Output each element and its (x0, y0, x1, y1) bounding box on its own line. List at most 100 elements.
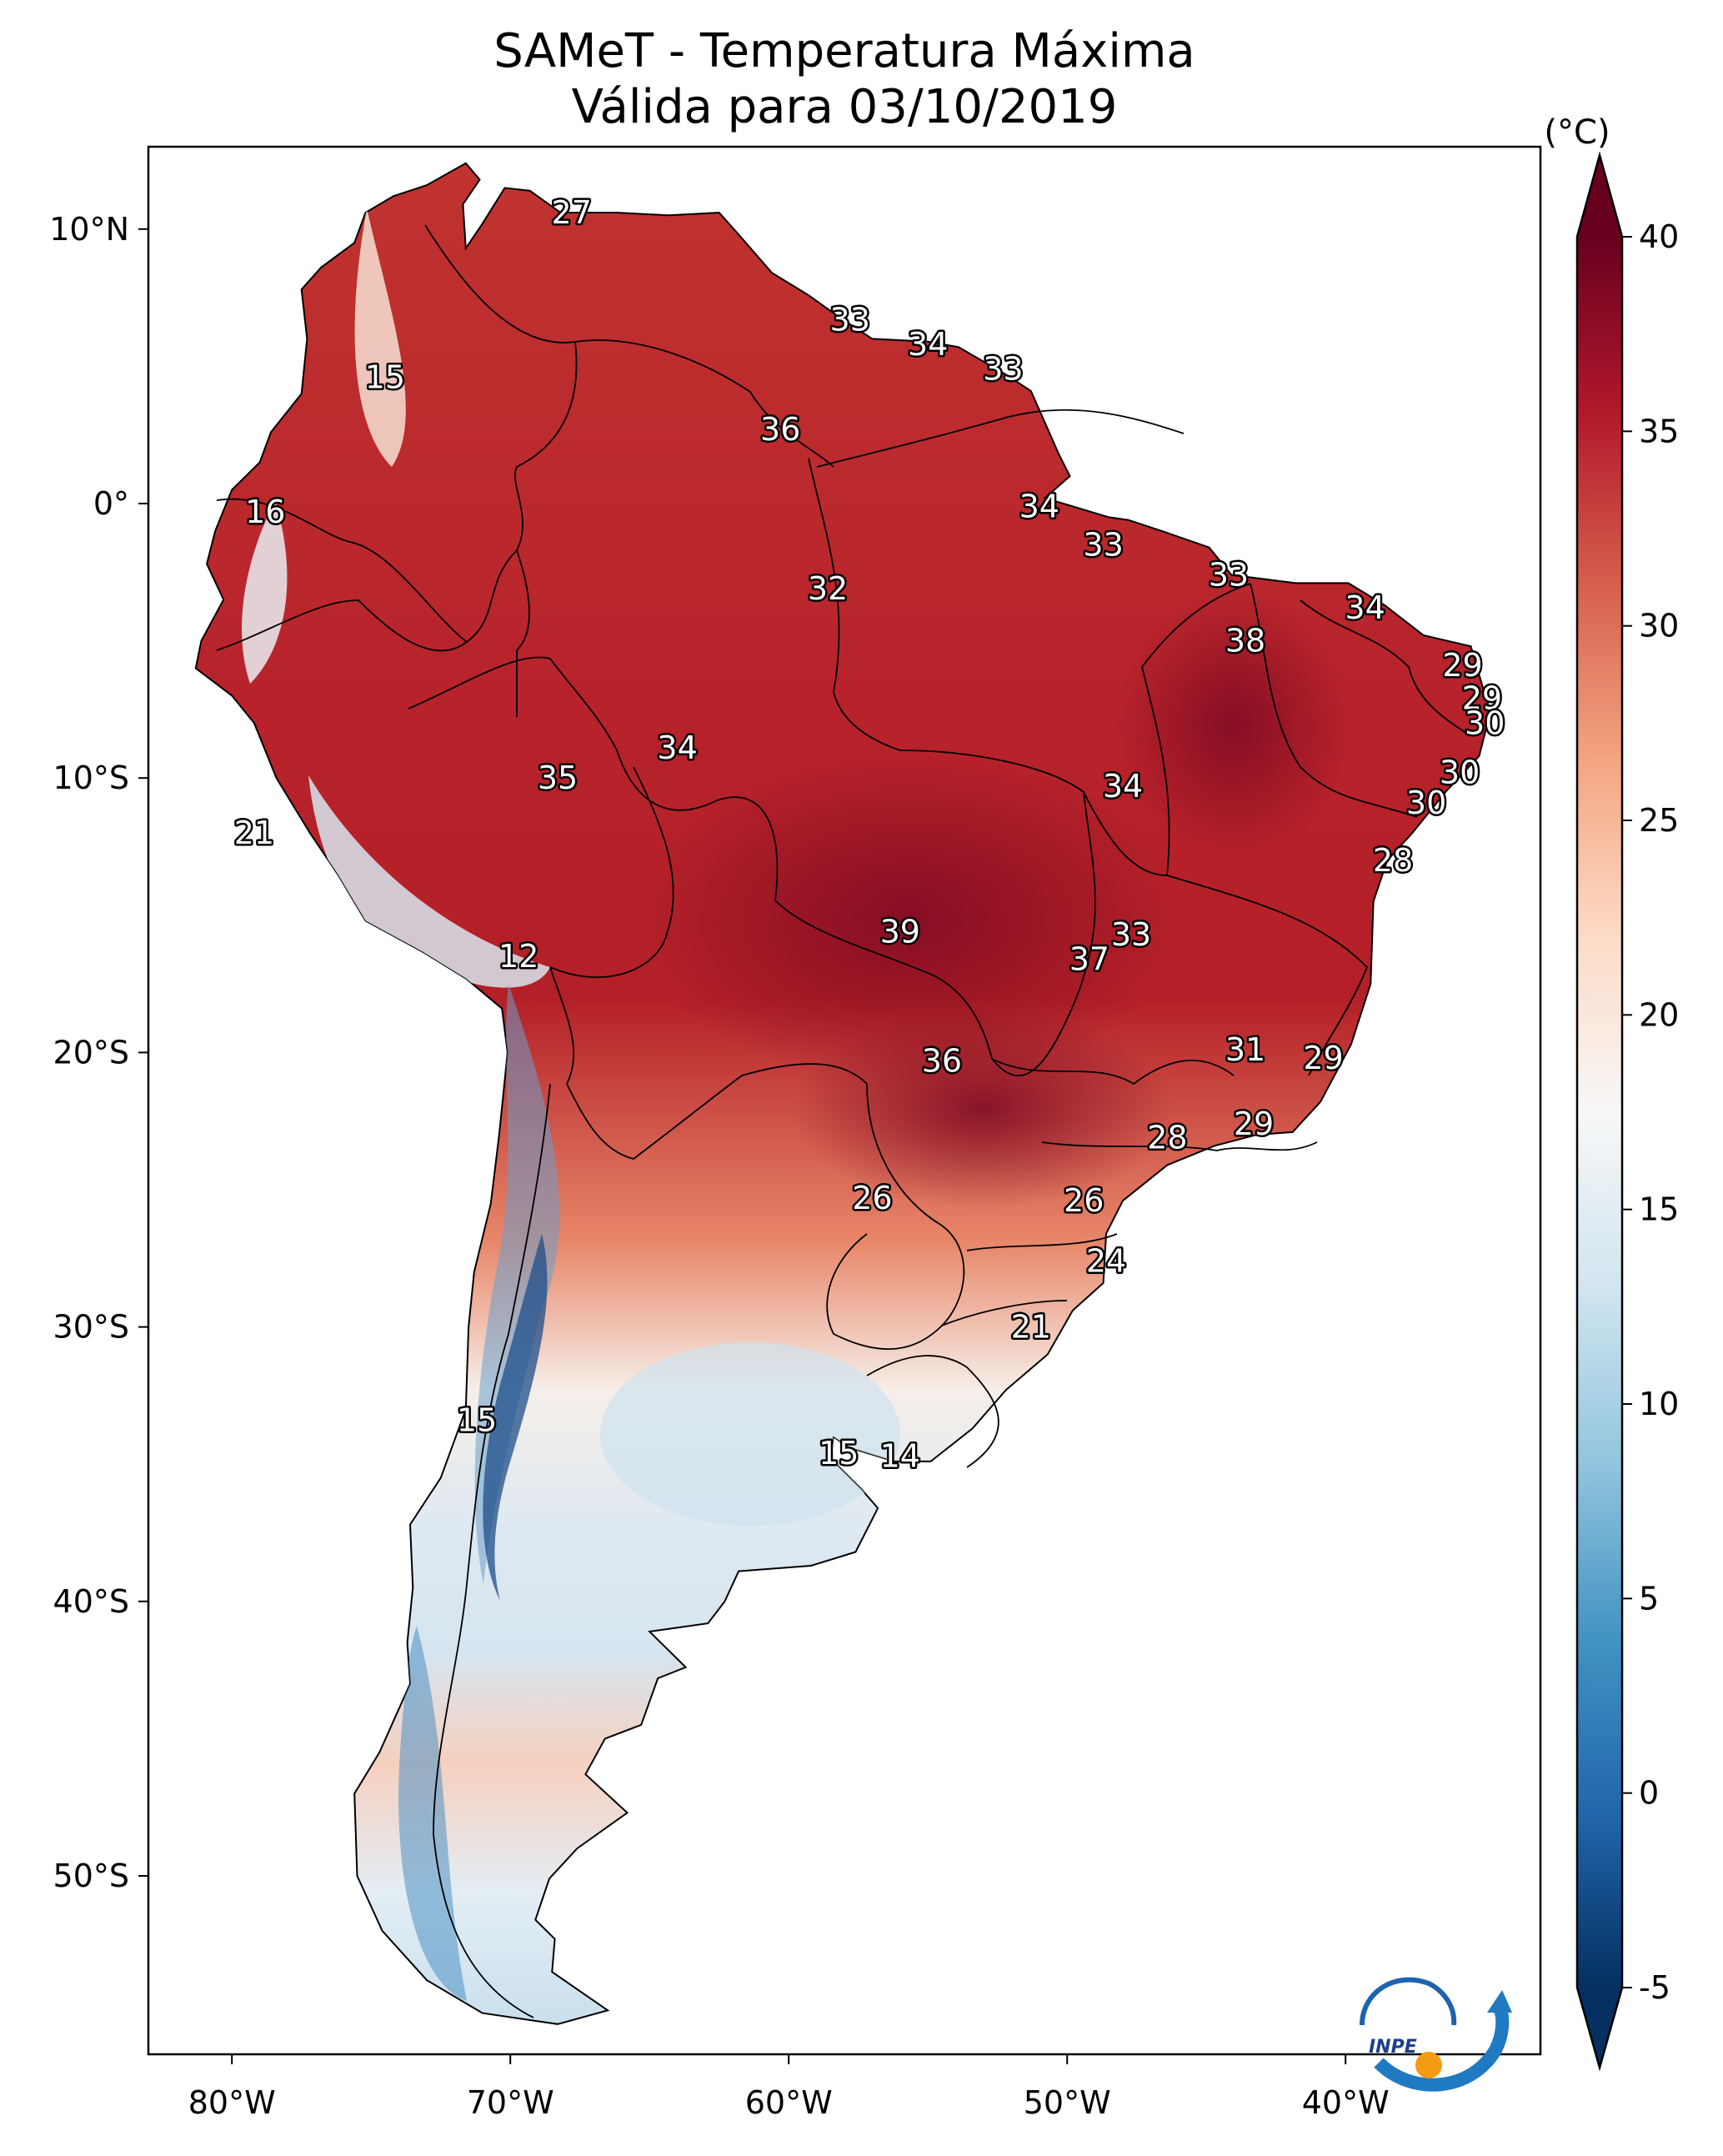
longitude-tick-label: 80°W (188, 2084, 276, 2121)
temperature-label: 33 (1209, 557, 1249, 594)
border-bahia-minas (1166, 875, 1369, 1076)
colorbar-upper-extension (1577, 155, 1622, 237)
border-paraguay-argentina (826, 1233, 943, 1350)
temperature-label: 33 (830, 301, 870, 338)
logo-arrow-icon (1374, 2005, 1510, 2092)
border-para-mato-grosso (899, 750, 1168, 876)
map-axes-frame (147, 145, 1542, 2056)
colorbar-tick-label: 20 (1639, 996, 1679, 1033)
temperature-label: 36 (922, 1042, 962, 1079)
longitude-tick-label: 40°W (1302, 2084, 1390, 2121)
andes-cold-core (483, 1234, 548, 1601)
temperature-label: 34 (657, 730, 697, 766)
temperature-label: 24 (1086, 1243, 1126, 1280)
logo-arrowhead-icon (1487, 1990, 1512, 2013)
latitude-tick-label: 20°S (53, 1034, 129, 1070)
border-chile-argentina (433, 1083, 551, 2018)
colorbar-lower-extension (1577, 1988, 1622, 2068)
temperature-label: 12 (498, 938, 538, 975)
border-tocantins-maranhao (1141, 583, 1251, 876)
temperature-label: 26 (1064, 1182, 1104, 1219)
temperature-label: 30 (1440, 755, 1480, 791)
border-uruguay (866, 1355, 999, 1468)
colorbar-tick-label: 0 (1639, 1775, 1659, 1812)
logo-dot-icon (1415, 2052, 1442, 2078)
colorbar-tick-label: 40 (1639, 218, 1679, 255)
temperature-label: 33 (983, 351, 1023, 388)
border-bolivia-brazil (716, 796, 993, 1060)
temperature-label: 30 (1406, 785, 1446, 821)
border-parana-santa-catarina (966, 1233, 1118, 1251)
colorbar: (°C) 40 35 30 25 20 15 10 5 0 -5 (1544, 113, 1679, 2072)
temperature-label: 26 (852, 1180, 892, 1216)
colorbar-tick-label: 25 (1639, 802, 1679, 839)
continent-temperature-field (194, 162, 1491, 2025)
hot-core-northeast-brazil (1117, 592, 1350, 859)
longitude-tick-label: 60°W (745, 2084, 833, 2121)
temperature-label: 27 (552, 194, 592, 231)
border-peru-brazil (408, 656, 718, 811)
argentina-cool-area (600, 1342, 900, 1526)
patagonian-andes-cool-band (398, 1626, 467, 2001)
latitude-tick-label: 0° (93, 485, 129, 522)
border-bolivia-argentina (633, 1063, 868, 1160)
peru-coast-cool-band (308, 775, 550, 988)
hot-core-southeast-brazil (792, 1009, 1175, 1209)
temperature-label: 33 (1083, 526, 1123, 563)
temperature-label: 39 (880, 914, 920, 950)
temperature-label: 16 (245, 494, 285, 530)
andes-cool-band-ecuador (242, 500, 288, 684)
border-amapa-para (816, 409, 1185, 468)
logo-orbit-icon (1360, 1977, 1457, 2026)
temperature-field-details (242, 208, 1350, 2001)
temperature-label: 38 (1225, 623, 1265, 659)
temperature-label: 28 (1373, 842, 1413, 879)
latitude-tick-label: 40°S (53, 1583, 129, 1620)
border-northeast-states (1300, 599, 1468, 735)
colorbar-unit-label: (°C) (1544, 113, 1610, 152)
colorbar-tick-label: -5 (1639, 1969, 1670, 2006)
title-line-1: SAMeT - Temperatura Máxima (493, 24, 1195, 78)
longitude-tick-label: 50°W (1024, 2084, 1111, 2121)
temperature-label: 29 (1462, 680, 1502, 717)
temperature-label: 15 (457, 1402, 497, 1439)
temperature-label: 21 (1011, 1309, 1051, 1346)
andes-cool-band-north (354, 208, 406, 467)
latitude-tick-label: 10°S (53, 760, 129, 796)
border-mato-grosso-goias (991, 791, 1096, 1077)
temperature-label: 36 (760, 411, 800, 448)
temperature-label: 29 (1234, 1106, 1274, 1142)
temperature-label: 14 (880, 1437, 920, 1474)
longitude-tick-labels: 80°W 70°W 60°W 50°W 40°W (188, 2054, 1390, 2121)
logo-text: INPE (1369, 2037, 1417, 2058)
temperature-label: 37 (1069, 941, 1109, 978)
temperature-label: 34 (1019, 488, 1059, 524)
border-brazil-states-north (808, 458, 901, 751)
temperature-label: 15 (365, 359, 405, 396)
inpe-logo: INPE (1360, 1977, 1512, 2092)
latitude-tick-label: 10°N (49, 211, 129, 248)
border-goias-minas (991, 1058, 1235, 1086)
temperature-label: 35 (538, 760, 578, 796)
political-boundaries (216, 224, 1468, 2018)
colorbar-tick-labels: 40 35 30 25 20 15 10 5 0 -5 (1622, 218, 1679, 2006)
border-brazil-amazonas (516, 549, 530, 717)
temperature-label: 31 (1225, 1031, 1265, 1068)
border-colombia-venezuela (424, 224, 834, 468)
border-bolivia-chile (549, 966, 634, 1160)
temperature-value-labels: 2715163633343334333334382929303030283234… (232, 193, 1507, 1477)
temperature-label: 34 (908, 326, 948, 363)
border-colombia-brazil (514, 341, 578, 551)
temperature-label: 29 (1442, 647, 1482, 684)
longitude-tick-label: 70°W (467, 2084, 554, 2121)
border-ecuador-peru (216, 549, 518, 652)
temperature-label: 34 (1103, 768, 1143, 805)
colorbar-tick-label: 10 (1639, 1386, 1679, 1422)
border-colombia-ecuador-peru (216, 498, 468, 643)
border-piaui-bahia (1250, 583, 1418, 818)
border-peru-bolivia (549, 766, 674, 979)
temperature-label: 28 (1147, 1119, 1187, 1156)
temperature-label: 15 (819, 1435, 859, 1472)
temperature-label: 30 (1465, 704, 1505, 741)
